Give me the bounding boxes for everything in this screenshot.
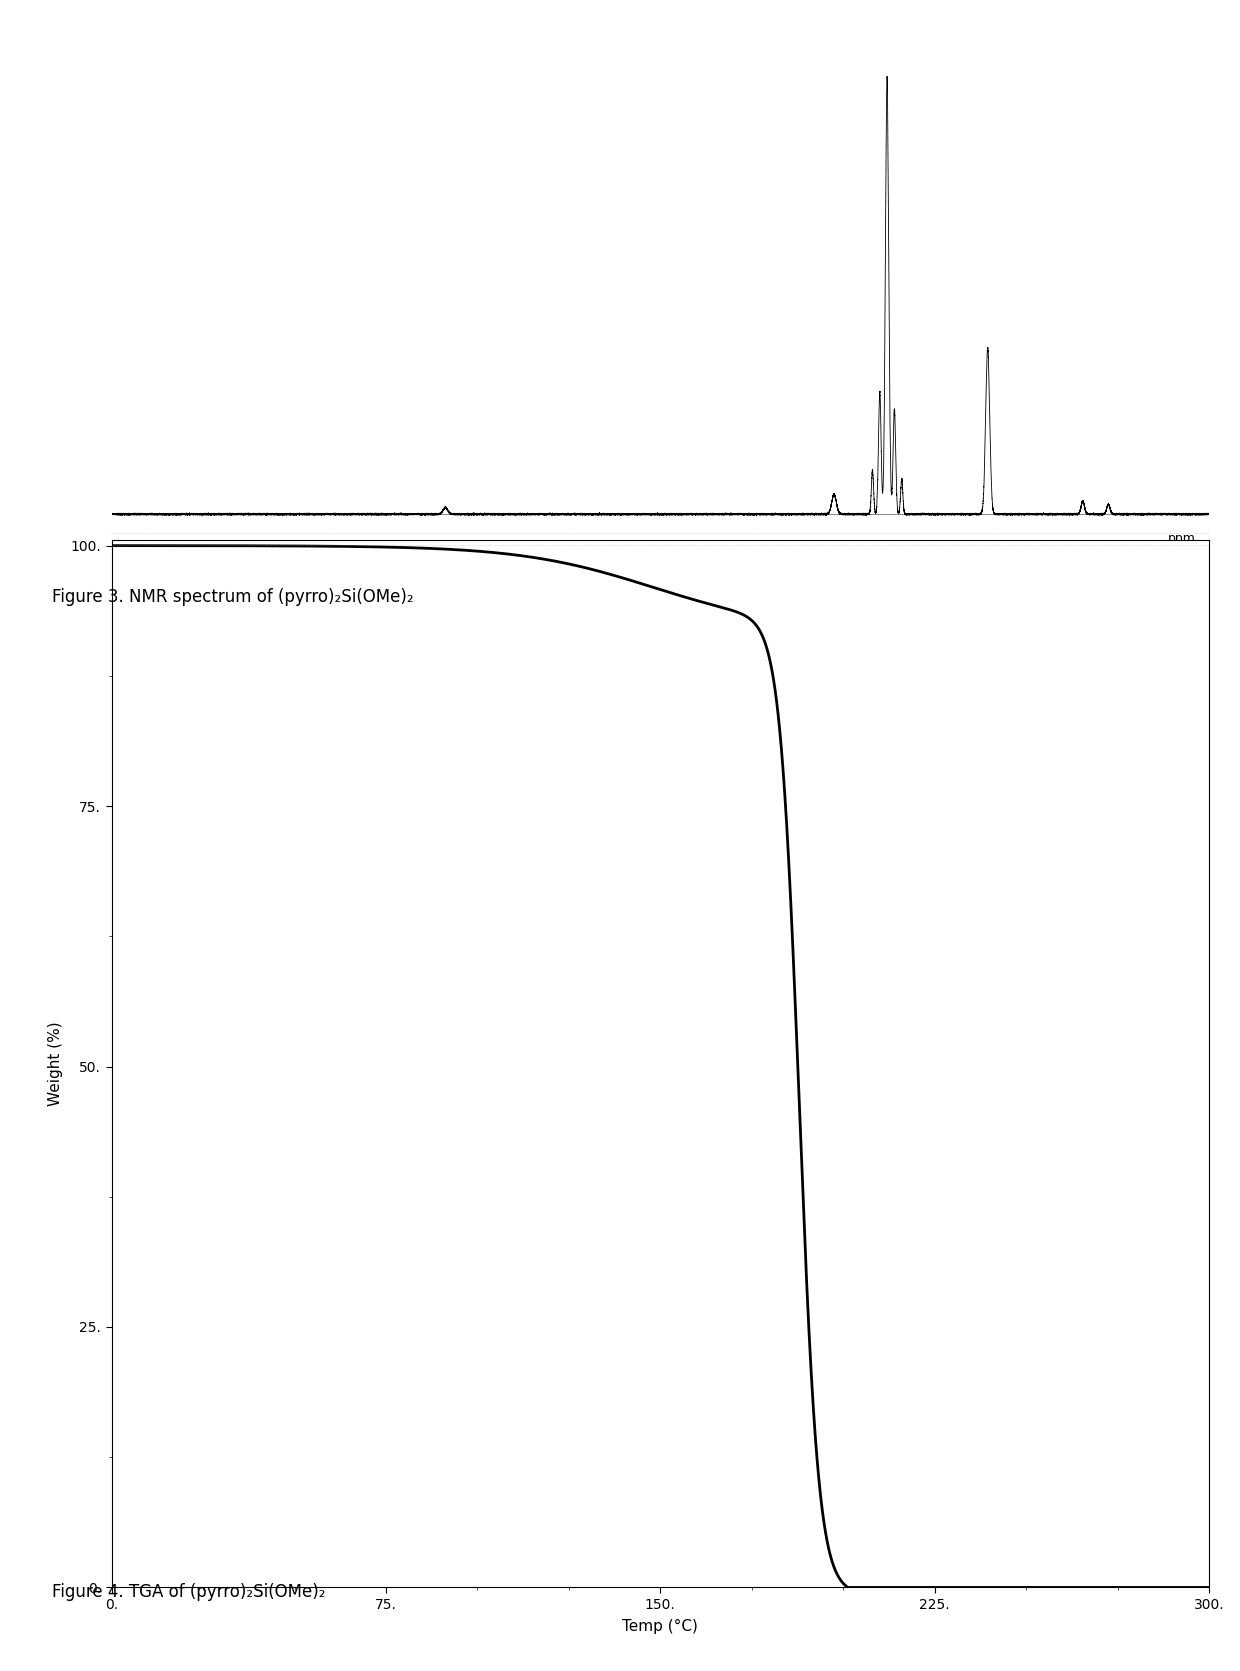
X-axis label: Temp (°C): Temp (°C) bbox=[622, 1619, 698, 1634]
Text: Figure 4. TGA of (pyrro)₂Si(OMe)₂: Figure 4. TGA of (pyrro)₂Si(OMe)₂ bbox=[52, 1582, 326, 1601]
Y-axis label: Weight (%): Weight (%) bbox=[48, 1021, 63, 1106]
Text: Figure 3. NMR spectrum of (pyrro)₂Si(OMe)₂: Figure 3. NMR spectrum of (pyrro)₂Si(OMe… bbox=[52, 588, 414, 607]
Text: ppm: ppm bbox=[1168, 531, 1195, 545]
